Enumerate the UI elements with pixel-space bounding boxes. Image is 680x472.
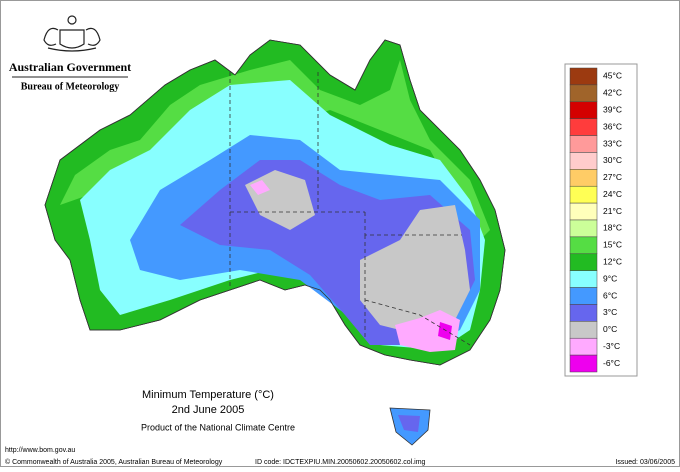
legend-label: 39°C [603,104,622,114]
legend: 45°C 42°C 39°C 36°C 33°C 30°C 27°C 24°C 21°C 18°C… [564,63,638,377]
legend-label: 30°C [603,155,622,165]
legend-swatch [569,67,598,86]
legend-label: 12°C [603,256,622,266]
state-borders [229,72,471,346]
legend-swatch [569,354,598,373]
legend-label: -3°C [603,341,620,351]
legend-swatch [569,270,598,288]
legend-swatch [569,321,598,339]
legend-swatch [569,253,598,271]
map-credit: Product of the National Climate Centre [141,422,295,432]
legend-swatch [569,101,598,119]
legend-swatch [569,185,598,204]
legend-label: 15°C [603,240,622,250]
legend-label: 45°C [603,71,622,81]
legend-label: -6°C [603,358,620,368]
legend-label: 27°C [603,172,622,182]
id-code: ID code: IDCTEXPIU.MIN.20050602.20050602… [255,459,426,466]
legend-label: 0°C [603,324,617,334]
coat-of-arms [43,15,101,52]
legend-label: 6°C [603,290,617,300]
legend-swatch [569,152,598,170]
legend-swatch [569,287,598,305]
legend-label: 3°C [603,307,617,317]
legend-swatch [569,169,598,187]
legend-swatch [569,84,598,103]
map-date: 2nd June 2005 [172,404,245,416]
bureau: Bureau of Meteorology [21,81,120,92]
legend-swatch [569,337,598,356]
url: http://www.bom.gov.au [5,447,75,454]
legend-swatch [569,202,598,221]
legend-label: 36°C [603,121,622,131]
legend-label: 42°C [603,88,622,98]
legend-swatch [569,118,598,136]
legend-swatch [569,236,598,255]
issued: Issued: 03/06/2005 [615,459,675,466]
legend-swatch [569,304,598,322]
tasmania-inner [398,415,420,432]
legend-label: 18°C [603,223,622,233]
legend-label: 33°C [603,138,622,148]
legend-swatch [569,219,598,238]
legend-label: 24°C [603,189,622,199]
legend-swatch [569,135,598,153]
legend-label: 9°C [603,273,617,283]
legend-label: 21°C [603,206,622,216]
mainland [44,39,506,366]
copyright: © Commonwealth of Australia 2005, Austra… [5,458,223,466]
agency: Australian Government [9,60,131,74]
map-title: Minimum Temperature (°C) [142,389,274,401]
